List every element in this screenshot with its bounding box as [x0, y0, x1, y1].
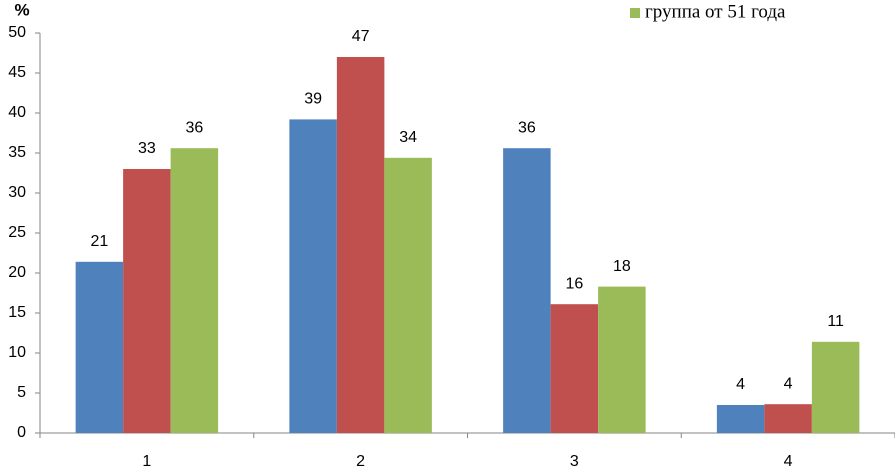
data-label: 18	[613, 258, 631, 275]
bar	[550, 304, 599, 433]
x-tick-label: 4	[784, 453, 793, 467]
y-tick-label: 20	[8, 264, 26, 281]
bar	[716, 405, 765, 433]
data-label: 16	[565, 275, 583, 292]
bar	[75, 261, 124, 433]
y-tick-label: 50	[8, 24, 26, 41]
data-label: 4	[784, 375, 793, 392]
data-label: 39	[304, 91, 322, 108]
y-tick-label: 5	[17, 384, 26, 401]
data-label: 21	[90, 233, 108, 250]
x-tick-label: 3	[570, 453, 579, 467]
bar	[598, 286, 646, 433]
y-tick-label: 35	[8, 144, 26, 161]
legend-swatch	[630, 8, 640, 18]
y-tick-label: 45	[8, 64, 26, 81]
data-label: 4	[736, 376, 745, 393]
x-tick-label: 1	[142, 453, 151, 467]
bar	[123, 169, 171, 433]
data-label: 47	[352, 28, 370, 45]
y-tick-label: 30	[8, 184, 26, 201]
bar	[384, 157, 432, 434]
y-tick-label: 15	[8, 304, 26, 321]
data-label: 33	[138, 140, 156, 157]
y-tick-label: 0	[17, 424, 26, 441]
y-tick-label: 10	[8, 344, 26, 361]
bar	[503, 148, 551, 433]
bar	[170, 148, 219, 433]
data-label: 36	[185, 119, 203, 136]
bar	[336, 57, 385, 433]
legend-label: группа от 51 года	[645, 1, 786, 22]
y-axis-label: %	[14, 0, 29, 19]
y-tick-label: 40	[8, 104, 26, 121]
bar	[289, 119, 337, 434]
bar	[764, 404, 812, 433]
data-label: 11	[827, 313, 844, 330]
data-label: 36	[518, 119, 536, 136]
x-tick-label: 2	[356, 453, 365, 467]
bar	[811, 341, 860, 433]
y-tick-label: 25	[8, 224, 26, 241]
data-label: 34	[399, 129, 417, 146]
